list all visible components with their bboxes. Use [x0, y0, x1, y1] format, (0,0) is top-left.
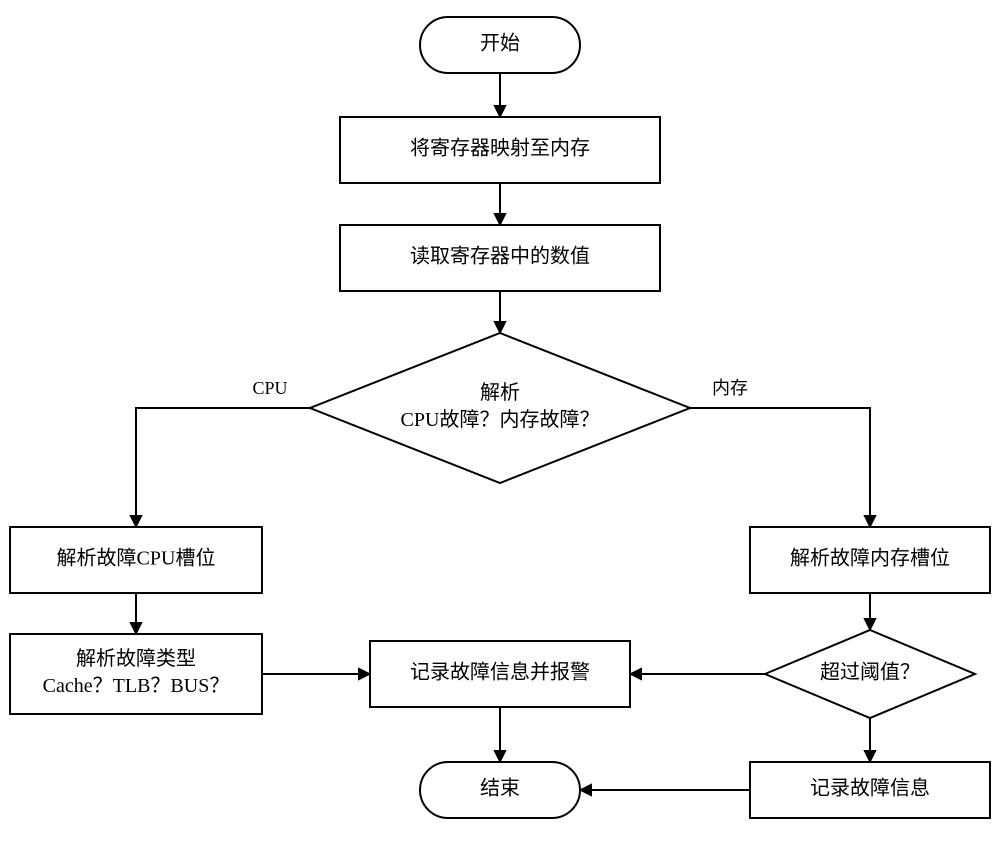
node-label: 将寄存器映射至内存 — [410, 137, 590, 160]
node-end: 结束 — [420, 762, 580, 818]
flowchart: CPU内存开始将寄存器映射至内存读取寄存器中的数值解析CPU故障？内存故障？解析… — [0, 0, 1000, 854]
node-read: 读取寄存器中的数值 — [340, 225, 660, 291]
node-label: 解析故障内存槽位 — [790, 547, 950, 570]
node-label: 记录故障信息并报警 — [410, 661, 590, 684]
node-cpu_type: 解析故障类型 Cache？TLB？BUS？ — [10, 634, 262, 714]
node-label: 读取寄存器中的数值 — [410, 245, 590, 268]
node-record: 记录故障信息 — [750, 762, 990, 818]
node-mem_slot: 解析故障内存槽位 — [750, 527, 990, 593]
edge — [690, 408, 870, 527]
node-record_alarm: 记录故障信息并报警 — [370, 641, 630, 707]
node-label: 解析故障CPU槽位 — [57, 547, 216, 570]
node-label: CPU故障？内存故障？ — [401, 408, 600, 431]
node-label: 解析故障类型 — [76, 647, 196, 670]
node-label: 记录故障信息 — [810, 777, 930, 800]
node-label: Cache？TLB？BUS？ — [43, 675, 230, 697]
node-decide: 解析 CPU故障？内存故障？ — [310, 333, 690, 483]
edge-label: CPU — [252, 378, 287, 398]
node-cpu_slot: 解析故障CPU槽位 — [10, 527, 262, 593]
edge — [136, 408, 310, 527]
node-map: 将寄存器映射至内存 — [340, 117, 660, 183]
node-start: 开始 — [420, 17, 580, 73]
node-label: 结束 — [480, 777, 520, 800]
node-label: 超过阈值？ — [820, 661, 920, 684]
edge-label: 内存 — [712, 378, 748, 398]
node-label: 解析 — [480, 381, 520, 404]
node-threshold: 超过阈值？ — [765, 630, 975, 718]
node-label: 开始 — [480, 32, 520, 55]
